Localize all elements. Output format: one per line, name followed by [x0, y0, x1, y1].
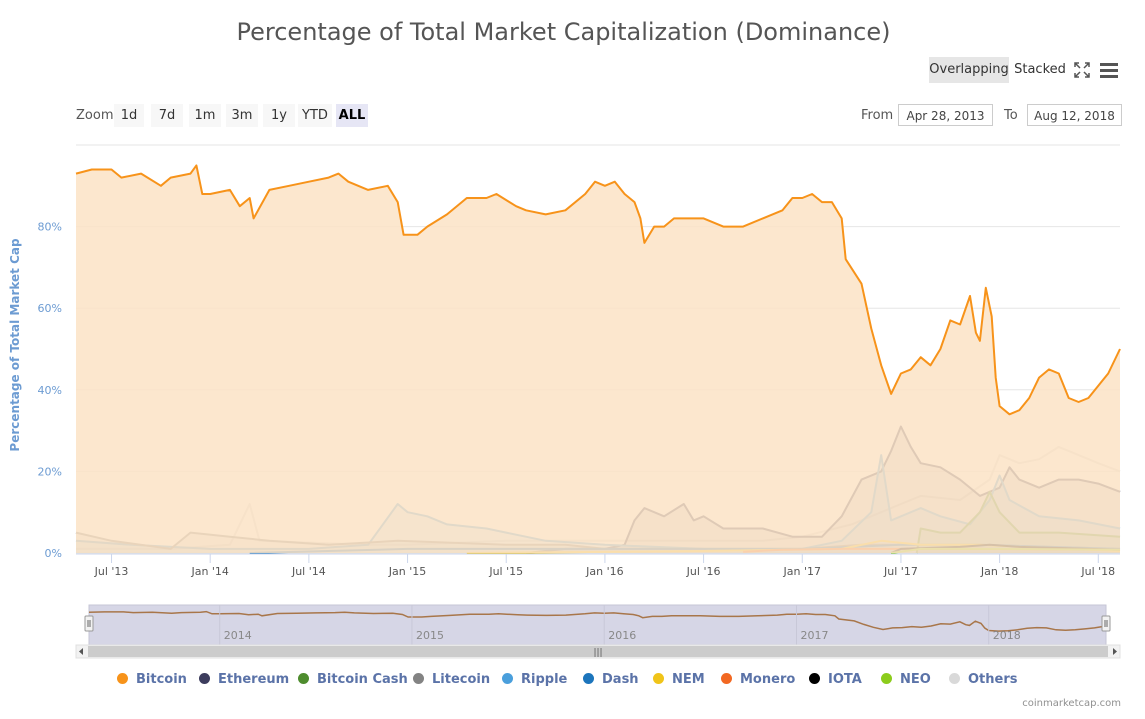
legend-label: Bitcoin	[136, 672, 187, 687]
y-tick-label: 0%	[45, 547, 62, 560]
to-date-input[interactable]: Aug 12, 2018	[1027, 104, 1122, 126]
legend-item-ripple[interactable]: Ripple	[502, 672, 567, 687]
x-tick-label: Jul '15	[488, 565, 523, 578]
navigator-left-handle[interactable]	[84, 615, 94, 632]
zoom-label: Zoom	[76, 108, 114, 123]
monero-dot-icon	[721, 673, 732, 684]
others-dot-icon	[949, 673, 960, 684]
navigator-series	[88, 610, 1107, 632]
ripple-dot-icon	[502, 673, 513, 684]
scroll-left-arrow-icon[interactable]	[79, 648, 83, 655]
legend-item-dash[interactable]: Dash	[583, 672, 639, 687]
navigator-label: 2016	[608, 629, 636, 642]
x-tick-label: Jul '14	[291, 565, 326, 578]
navigator-label: 2014	[224, 629, 252, 642]
iota-dot-icon	[809, 673, 820, 684]
x-tick-label: Jul '17	[883, 565, 918, 578]
overlapping-mode-button[interactable]: Overlapping	[929, 57, 1009, 83]
legend-label: Ripple	[521, 672, 568, 687]
x-tick-label: Jan '16	[585, 565, 623, 578]
zoom-1y-button[interactable]: 1y	[263, 104, 295, 127]
legend-label: Monero	[740, 672, 796, 687]
scrollbar-thumb[interactable]	[88, 646, 1108, 657]
legend-label: Litecoin	[432, 672, 491, 687]
ethereum-dot-icon	[199, 673, 210, 684]
legend-label: Bitcoin Cash	[317, 672, 408, 687]
legend-item-ethereum[interactable]: Ethereum	[199, 672, 289, 687]
stacked-mode-button[interactable]: Stacked	[1014, 62, 1066, 77]
y-tick-label: 20%	[38, 465, 62, 478]
y-tick-label: 40%	[38, 384, 62, 397]
legend-item-iota[interactable]: IOTA	[809, 672, 862, 687]
zoom-all-button[interactable]: ALL	[336, 104, 368, 127]
navigator-label: 2018	[993, 629, 1021, 642]
zoom-ytd-button[interactable]: YTD	[298, 104, 332, 127]
legend-item-monero[interactable]: Monero	[721, 672, 795, 687]
legend-label: Ethereum	[218, 672, 290, 687]
x-tick-label: Jul '13	[94, 565, 129, 578]
from-label: From	[861, 108, 894, 123]
credit-link[interactable]: coinmarketcap.com	[1022, 698, 1121, 709]
legend-label: Dash	[602, 672, 639, 687]
scrollbar-grip-icon: |||	[593, 648, 602, 658]
legend-item-bitcoin[interactable]: Bitcoin	[117, 672, 187, 687]
scroll-right-arrow-icon[interactable]	[1113, 648, 1117, 655]
navigator-label: 2017	[800, 629, 828, 642]
x-tick-label: Jan '18	[980, 565, 1018, 578]
neo-dot-icon	[881, 673, 892, 684]
legend-item-nem[interactable]: NEM	[653, 672, 705, 687]
navigator-right-handle[interactable]	[1101, 615, 1111, 632]
zoom-1d-button[interactable]: 1d	[114, 104, 144, 127]
y-tick-label: 80%	[38, 221, 62, 234]
zoom-1m-button[interactable]: 1m	[189, 104, 221, 127]
x-tick-label: Jan '14	[190, 565, 228, 578]
y-axis-title: Percentage of Total Market Cap	[8, 238, 22, 452]
x-tick-label: Jul '16	[686, 565, 721, 578]
x-tick-label: Jan '17	[783, 565, 821, 578]
zoom-3m-button[interactable]: 3m	[226, 104, 258, 127]
legend-label: NEO	[900, 672, 931, 687]
legend-item-litecoin[interactable]: Litecoin	[413, 672, 490, 687]
legend-label: NEM	[672, 672, 705, 687]
legend-item-bitcoin-cash[interactable]: Bitcoin Cash	[298, 672, 408, 687]
nem-dot-icon	[653, 673, 664, 684]
menu-icon[interactable]	[1099, 62, 1119, 78]
navigator-label: 2015	[416, 629, 444, 642]
fullscreen-icon[interactable]	[1074, 62, 1090, 78]
y-tick-label: 60%	[38, 302, 62, 315]
from-date-input[interactable]: Apr 28, 2013	[898, 104, 993, 126]
to-label: To	[1004, 108, 1018, 123]
series-line-bitcoin	[75, 164, 1121, 416]
x-tick-label: Jan '15	[388, 565, 426, 578]
legend-label: Others	[968, 672, 1018, 687]
x-tick-label: Jul '18	[1080, 565, 1115, 578]
chart-title: Percentage of Total Market Capitalizatio…	[236, 18, 891, 46]
legend-label: IOTA	[828, 672, 862, 687]
bitcoin-dot-icon	[117, 673, 128, 684]
zoom-7d-button[interactable]: 7d	[151, 104, 183, 127]
litecoin-dot-icon	[413, 673, 424, 684]
dash-dot-icon	[583, 673, 594, 684]
legend-item-others[interactable]: Others	[949, 672, 1018, 687]
bitcoin-cash-dot-icon	[298, 673, 309, 684]
series-area-bitcoin	[76, 165, 1120, 553]
legend: Bitcoin Ethereum Bitcoin Cash Litecoin R…	[0, 672, 1145, 692]
legend-item-neo[interactable]: NEO	[881, 672, 931, 687]
